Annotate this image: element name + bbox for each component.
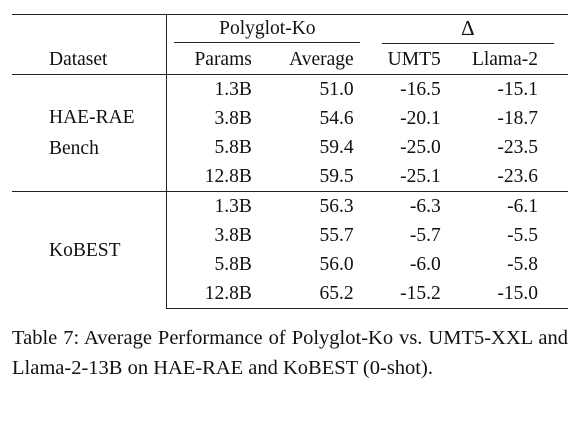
- table-caption: Table 7: Average Performance of Polyglot…: [12, 327, 568, 379]
- llama-cell: -5.5: [507, 224, 538, 246]
- delta-group-header: Δ: [367, 14, 568, 45]
- average-cell: 65.2: [257, 279, 368, 309]
- table-row: 5.8B 56.0 -6.0 -5.8: [12, 250, 568, 279]
- params-cell: 5.8B: [214, 253, 252, 275]
- results-table-container: Polyglot-Ko Δ Dataset Params Average UMT…: [12, 14, 568, 309]
- average-cell: 56.0: [319, 253, 354, 275]
- table-row: 12.8B 59.5 -25.1 -23.6: [12, 162, 568, 192]
- llama-cell: -6.1: [456, 191, 568, 221]
- llama-cell: -5.8: [507, 253, 538, 275]
- average-cell: 59.4: [319, 136, 354, 158]
- average-cell: 51.0: [257, 74, 368, 104]
- params-cell: 3.8B: [214, 107, 252, 129]
- llama-cell: -15.1: [456, 74, 568, 104]
- params-cell: 12.8B: [166, 279, 258, 309]
- umt5-cell: -6.0: [409, 253, 441, 275]
- umt5-cell: -15.2: [367, 279, 457, 309]
- table-row: 5.8B 59.4 -25.0 -23.5: [12, 133, 568, 162]
- dataset-label-line: HAE-RAE: [49, 107, 135, 128]
- table-row: 3.8B 55.7 -5.7 -5.5: [12, 221, 568, 250]
- umt5-cell: -5.7: [409, 224, 441, 246]
- delta-group-label: Δ: [381, 16, 554, 44]
- polyglot-group-label: Polyglot-Ko: [174, 18, 361, 43]
- llama-cell: -23.5: [497, 136, 538, 158]
- llama-header: Llama-2: [471, 48, 538, 70]
- params-cell: 1.3B: [166, 191, 258, 221]
- results-table: Polyglot-Ko Δ Dataset Params Average UMT…: [12, 14, 568, 309]
- llama-cell: -18.7: [497, 107, 538, 129]
- column-header-row: Dataset Params Average UMT5 Llama-2: [12, 45, 568, 75]
- umt5-cell: -16.5: [367, 74, 457, 104]
- umt5-cell: -20.1: [400, 107, 441, 129]
- llama-cell: -15.0: [456, 279, 568, 309]
- dataset-cell-kobest: KoBEST: [12, 191, 168, 309]
- params-cell: 3.8B: [214, 224, 252, 246]
- average-cell: 54.6: [319, 107, 354, 129]
- polyglot-group-header: Polyglot-Ko: [166, 14, 368, 45]
- average-cell: 59.5: [319, 165, 354, 187]
- table-row: 12.8B 65.2 -15.2 -15.0: [12, 279, 568, 309]
- llama-cell: -23.6: [497, 165, 538, 187]
- dataset-header: Dataset: [12, 45, 168, 75]
- umt5-cell: -25.0: [400, 136, 441, 158]
- table-row: KoBEST 1.3B 56.3 -6.3 -6.1: [12, 191, 568, 309]
- umt5-cell: -25.1: [400, 165, 441, 187]
- params-cell: 12.8B: [204, 165, 252, 187]
- params-cell: 5.8B: [214, 136, 252, 158]
- umt5-cell: -6.3: [367, 191, 457, 221]
- dataset-cell-haerae: HAE-RAE Bench: [12, 74, 168, 192]
- dataset-label-line: Bench: [49, 138, 99, 159]
- empty-header-cell: [12, 14, 168, 45]
- params-header: Params: [194, 48, 252, 70]
- group-header-row: Polyglot-Ko Δ: [12, 14, 568, 45]
- params-cell: 1.3B: [166, 74, 258, 104]
- average-header: Average: [289, 48, 354, 70]
- umt5-header: UMT5: [387, 48, 441, 70]
- dataset-label-line: KoBEST: [49, 239, 121, 261]
- average-cell: 56.3: [257, 191, 368, 221]
- table-row: HAE-RAE Bench 1.3B 51.0 -16.5 -15.1: [12, 74, 568, 192]
- average-cell: 55.7: [319, 224, 354, 246]
- table-row: 3.8B 54.6 -20.1 -18.7: [12, 104, 568, 133]
